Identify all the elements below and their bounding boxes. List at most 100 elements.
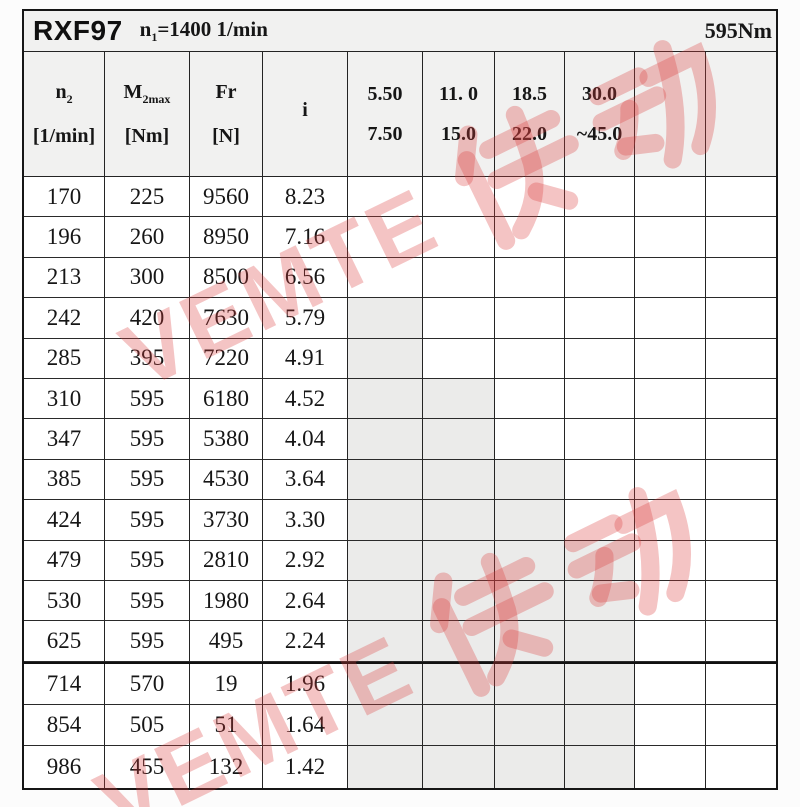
table-row: 196 260 8950 7.16	[24, 217, 776, 258]
col-header-m2max: M2max [Nm]	[105, 52, 190, 177]
cell-m2max: 395	[105, 338, 190, 379]
cell-ratio-4	[565, 540, 635, 581]
cell-ratio-5	[635, 621, 706, 662]
cell-m2max: 225	[105, 177, 190, 218]
cell-ratio-6	[706, 500, 776, 541]
table-row: 347 595 5380 4.04	[24, 419, 776, 460]
table-title-bar: RXF97 n1=1400 1/min 595Nm	[24, 11, 776, 52]
cell-ratio-5	[635, 177, 706, 218]
cell-fr: 6180	[190, 378, 263, 420]
cell-ratio-5	[635, 705, 706, 747]
cell-ratio-2	[423, 746, 495, 788]
cell-i: 3.30	[263, 500, 348, 541]
cell-ratio-2	[423, 419, 495, 460]
cell-fr: 8950	[190, 217, 263, 258]
cell-ratio-6	[706, 378, 776, 420]
col-header-m2max-unit: [Nm]	[124, 124, 170, 147]
cell-ratio-6	[706, 257, 776, 299]
cell-n2: 196	[24, 217, 105, 258]
cell-ratio-6	[706, 580, 776, 622]
cell-ratio-4	[565, 217, 635, 258]
cell-n2: 347	[24, 419, 105, 460]
cell-fr: 1980	[190, 580, 263, 622]
cell-m2max: 300	[105, 257, 190, 299]
col-header-ratio-6	[706, 52, 776, 177]
cell-m2max: 260	[105, 217, 190, 258]
cell-ratio-1	[348, 746, 423, 788]
cell-ratio-3	[495, 378, 565, 420]
cell-ratio-6	[706, 459, 776, 501]
cell-ratio-4	[565, 298, 635, 339]
cell-fr: 51	[190, 705, 263, 747]
cell-n2: 424	[24, 500, 105, 541]
cell-ratio-1	[348, 540, 423, 581]
cell-m2max: 595	[105, 500, 190, 541]
cell-ratio-2	[423, 663, 495, 706]
table-row: 285 395 7220 4.91	[24, 338, 776, 379]
cell-ratio-1	[348, 419, 423, 460]
cell-ratio-3	[495, 746, 565, 788]
cell-ratio-3	[495, 298, 565, 339]
cell-fr: 8500	[190, 257, 263, 299]
cell-n2: 285	[24, 338, 105, 379]
cell-n2: 242	[24, 298, 105, 339]
table-row: 714 570 19 1.96	[24, 661, 776, 706]
cell-n2: 714	[24, 663, 105, 706]
cell-ratio-3	[495, 540, 565, 581]
cell-n2: 854	[24, 705, 105, 747]
cell-ratio-2	[423, 298, 495, 339]
cell-ratio-5	[635, 540, 706, 581]
table-row: 424 595 3730 3.30	[24, 500, 776, 541]
cell-fr: 7220	[190, 338, 263, 379]
input-speed-base: n	[139, 16, 152, 41]
cell-ratio-2	[423, 580, 495, 622]
cell-ratio-4	[565, 338, 635, 379]
cell-m2max: 570	[105, 663, 190, 706]
col-header-fr-unit: [N]	[212, 124, 240, 147]
input-speed-label: n1=1400 1/min	[140, 17, 268, 45]
cell-i: 4.52	[263, 378, 348, 420]
cell-ratio-6	[706, 621, 776, 662]
table-row: 213 300 8500 6.56	[24, 257, 776, 299]
cell-ratio-3	[495, 500, 565, 541]
cell-ratio-1	[348, 500, 423, 541]
col-header-ratio-1: 5.50 7.50	[348, 52, 423, 177]
cell-ratio-3	[495, 177, 565, 218]
cell-m2max: 595	[105, 621, 190, 662]
cell-n2: 530	[24, 580, 105, 622]
cell-ratio-5	[635, 746, 706, 788]
cell-fr: 2810	[190, 540, 263, 581]
cell-n2: 385	[24, 459, 105, 501]
cell-ratio-1	[348, 298, 423, 339]
cell-ratio-4	[565, 177, 635, 218]
cell-ratio-4	[565, 419, 635, 460]
cell-m2max: 595	[105, 459, 190, 501]
cell-ratio-5	[635, 338, 706, 379]
cell-ratio-4	[565, 257, 635, 299]
cell-ratio-4	[565, 459, 635, 501]
cell-ratio-6	[706, 540, 776, 581]
cell-fr: 4530	[190, 459, 263, 501]
col-header-ratio-4: 30.0 ~45.0	[565, 52, 635, 177]
cell-ratio-1	[348, 257, 423, 299]
cell-n2: 479	[24, 540, 105, 581]
cell-ratio-4	[565, 621, 635, 662]
cell-ratio-3	[495, 663, 565, 706]
col-header-n2-unit: [1/min]	[32, 124, 96, 147]
cell-ratio-1	[348, 217, 423, 258]
col-header-ratio-2: 11. 0 15.0	[423, 52, 495, 177]
cell-ratio-1	[348, 378, 423, 420]
cell-m2max: 595	[105, 540, 190, 581]
cell-ratio-2	[423, 257, 495, 299]
cell-m2max: 595	[105, 580, 190, 622]
cell-ratio-5	[635, 217, 706, 258]
cell-fr: 5380	[190, 419, 263, 460]
col-header-ratio-3: 18.5 22.0	[495, 52, 565, 177]
cell-ratio-2	[423, 177, 495, 218]
cell-ratio-3	[495, 621, 565, 662]
cell-n2: 625	[24, 621, 105, 662]
cell-ratio-5	[635, 580, 706, 622]
cell-ratio-4	[565, 500, 635, 541]
cell-ratio-6	[706, 217, 776, 258]
max-torque-label: 595Nm	[704, 18, 772, 43]
